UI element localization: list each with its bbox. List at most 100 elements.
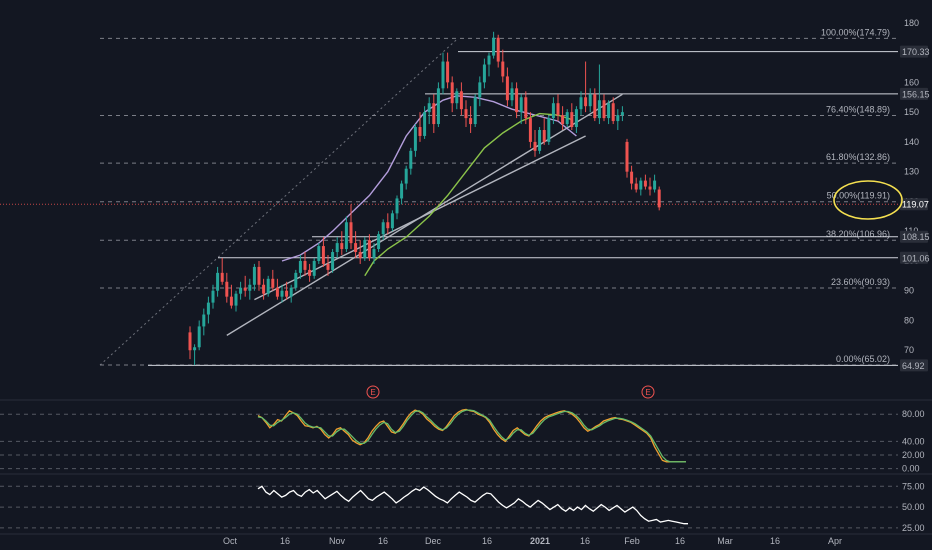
candle-body xyxy=(381,222,385,235)
stochastic-pane[interactable]: 0.00 20.00 40.00 80.00 xyxy=(0,408,925,474)
fib-level-label: 0.00%(65.02) xyxy=(836,354,890,364)
candle xyxy=(473,94,477,128)
stoch-axis-tick: 0.00 xyxy=(902,464,920,474)
earnings-marker-label: E xyxy=(370,388,375,397)
candle-body xyxy=(377,234,381,250)
candle-body xyxy=(653,180,657,190)
rsi-pane[interactable]: 25.00 50.00 75.00 xyxy=(0,481,925,533)
candle xyxy=(519,94,523,125)
candle-body xyxy=(312,260,316,276)
time-axis-tick: 16 xyxy=(580,536,590,546)
candle-body xyxy=(413,127,417,151)
candle-body xyxy=(593,94,597,119)
candle-body xyxy=(326,263,330,270)
price-label-box xyxy=(900,230,928,243)
candle xyxy=(630,165,634,190)
annotation-circle xyxy=(833,180,903,220)
fib-levels: 100.00%(174.79) 76.40%(148.89) 61.80%(132.… xyxy=(99,27,898,366)
candle xyxy=(289,284,293,303)
candle xyxy=(542,118,546,145)
candle-body xyxy=(400,183,404,199)
price-axis[interactable]: 708090100110120130140150160170180170.331… xyxy=(900,18,930,372)
candle xyxy=(285,281,289,300)
candle xyxy=(446,52,450,89)
time-axis[interactable]: Oct 16 Nov 16 Dec 16 2021 16 Feb 16 Mar 16 Apr xyxy=(223,536,842,546)
candle xyxy=(275,278,279,300)
candle-body xyxy=(358,252,362,258)
candle-body xyxy=(478,82,482,98)
candle-body xyxy=(643,180,647,187)
candle xyxy=(335,237,339,258)
candle xyxy=(340,231,344,255)
candle-body xyxy=(390,213,394,229)
candle xyxy=(358,240,362,264)
candle-body xyxy=(533,141,537,151)
candle xyxy=(436,82,440,128)
rsi-axis-tick: 25.00 xyxy=(902,523,925,533)
candle-body xyxy=(303,260,307,270)
candle xyxy=(423,106,427,139)
time-axis-tick: 2021 xyxy=(530,536,550,546)
time-axis-tick: 16 xyxy=(482,536,492,546)
price-label-text: 119.07 xyxy=(902,200,929,210)
candle xyxy=(331,249,335,273)
candle-body xyxy=(473,97,477,125)
candle xyxy=(570,103,574,130)
candle xyxy=(556,94,560,122)
candle xyxy=(193,344,197,366)
candle xyxy=(229,284,233,309)
candle xyxy=(321,237,325,267)
fib-level-label: 61.80%(132.86) xyxy=(826,152,890,162)
candle xyxy=(248,278,252,300)
candle-body xyxy=(505,76,509,101)
price-label-box xyxy=(900,45,928,58)
candle-body xyxy=(648,186,652,190)
candle-body xyxy=(308,269,312,276)
candle xyxy=(427,97,431,125)
candle-body xyxy=(639,180,643,190)
price-axis-tick: 70 xyxy=(904,345,914,355)
price-axis-tick: 90 xyxy=(904,286,914,296)
price-pane[interactable]: 100.00%(174.79) 76.40%(148.89) 61.80%(132.… xyxy=(0,18,932,535)
candle-body xyxy=(367,240,371,258)
candle-body xyxy=(510,88,514,101)
price-label-box xyxy=(900,87,928,100)
candle-body xyxy=(630,171,634,184)
time-axis-tick: 16 xyxy=(675,536,685,546)
candle-body xyxy=(547,118,551,142)
price-label-box xyxy=(900,198,928,211)
candle-body xyxy=(271,278,275,288)
candle xyxy=(188,326,192,360)
time-axis-tick: 16 xyxy=(280,536,290,546)
candle xyxy=(418,112,422,142)
price-label: 101.06 xyxy=(900,251,930,264)
time-axis-tick: Feb xyxy=(624,536,640,546)
candle xyxy=(372,243,376,264)
candle-body xyxy=(197,326,201,348)
candle-body xyxy=(561,115,565,125)
candle xyxy=(455,88,459,110)
candle-body xyxy=(289,287,293,297)
candle xyxy=(257,260,261,291)
candle-body xyxy=(436,88,440,125)
candle-body xyxy=(248,284,252,291)
candle-body xyxy=(611,103,615,122)
candle xyxy=(395,195,399,220)
candle-body xyxy=(234,293,238,306)
candle xyxy=(294,269,298,291)
candle xyxy=(298,255,302,279)
earnings-marker-circle xyxy=(641,385,655,399)
candle-body xyxy=(409,150,413,169)
candles xyxy=(188,31,661,366)
candle-body xyxy=(616,115,620,122)
candle xyxy=(252,263,256,291)
candle-body xyxy=(450,82,454,104)
candle-body xyxy=(349,222,353,244)
price-label: 119.07 xyxy=(900,198,929,211)
candle xyxy=(478,76,482,107)
stoch-axis-tick: 80.00 xyxy=(902,409,925,419)
candle xyxy=(432,94,436,133)
candle-body xyxy=(597,100,601,119)
